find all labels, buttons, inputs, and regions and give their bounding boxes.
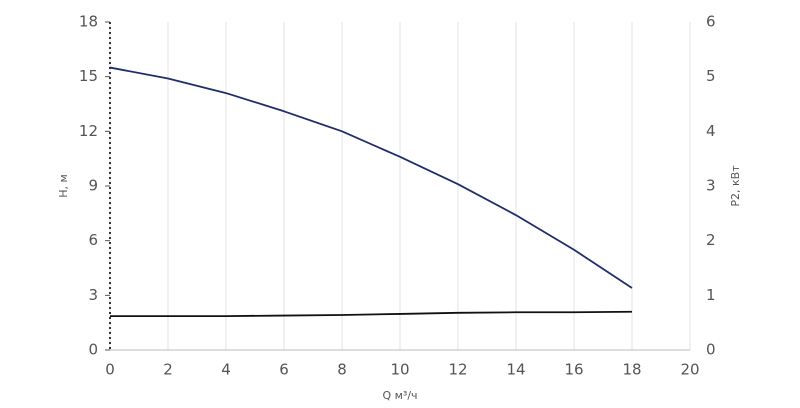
x-axis-label: Q м³/ч (382, 389, 417, 402)
y2-tick-label: 4 (706, 122, 716, 140)
y-tick-label: 3 (88, 286, 98, 304)
x-tick-label: 4 (221, 361, 231, 379)
y2-tick-label: 2 (706, 231, 716, 249)
series-line (109, 66, 633, 289)
y-tick-label: 9 (88, 177, 98, 195)
x-tick-label: 20 (680, 361, 699, 379)
y-tick-label: 0 (88, 341, 98, 359)
y-tick-label: 18 (79, 13, 98, 31)
series-line (110, 310, 633, 318)
y-tick-label: 6 (88, 231, 98, 249)
y-tick-label: 15 (79, 67, 98, 85)
x-tick-label: 2 (163, 361, 173, 379)
x-tick-label: 6 (279, 361, 289, 379)
x-tick-label: 18 (622, 361, 641, 379)
x-tick-label: 8 (337, 361, 347, 379)
y-axis-label: H, м (57, 174, 70, 198)
y2-tick-label: 1 (706, 286, 716, 304)
y2-tick-label: 6 (706, 13, 716, 31)
x-tick-label: 10 (390, 361, 409, 379)
x-tick-label: 16 (564, 361, 583, 379)
y2-tick-label: 3 (706, 177, 716, 195)
y-tick-label: 12 (79, 122, 98, 140)
y2-axis-label: P2, кВт (729, 165, 742, 207)
x-tick-label: 14 (506, 361, 525, 379)
y2-tick-label: 5 (706, 67, 716, 85)
y2-tick-label: 0 (706, 341, 716, 359)
x-tick-label: 12 (448, 361, 467, 379)
x-tick-label: 0 (105, 361, 115, 379)
